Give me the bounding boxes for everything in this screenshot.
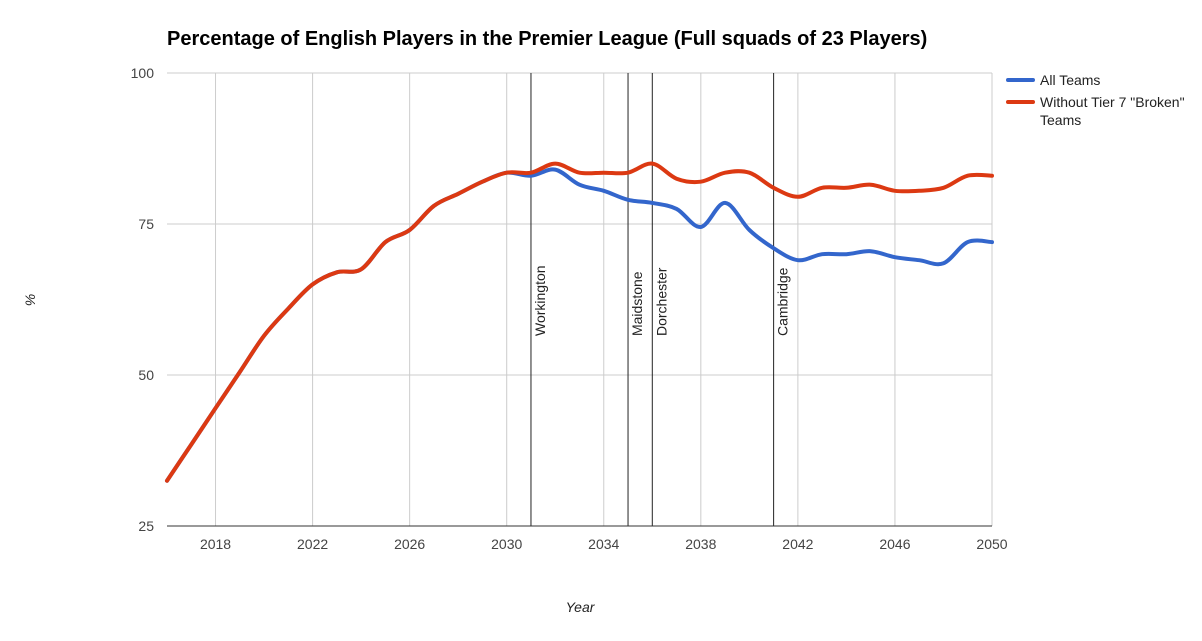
y-axis-title: % <box>22 294 38 306</box>
x-tick-label: 2050 <box>976 536 1007 552</box>
legend: All Teams Without Tier 7 "Broken" Teams <box>1006 72 1185 128</box>
axes: 100 75 50 25 2018 2022 2026 2030 2034 2038 2042 204… <box>131 65 1008 552</box>
x-axis-title: Year <box>566 599 596 615</box>
annotation-label: Cambridge <box>775 267 791 336</box>
annotation-label: Maidstone <box>629 271 645 336</box>
y-tick-label: 25 <box>138 518 154 534</box>
x-tick-label: 2042 <box>782 536 813 552</box>
series-line-without-tier-7 <box>165 161 994 483</box>
annotations: Workington Maidstone Dorchester Cambridge <box>530 73 791 526</box>
grid <box>167 72 993 527</box>
annotation-label: Workington <box>532 265 548 336</box>
x-tick-label: 2038 <box>685 536 716 552</box>
x-tick-label: 2022 <box>297 536 328 552</box>
x-tick-label: 2046 <box>879 536 910 552</box>
series-lines <box>165 161 994 483</box>
y-tick-label: 50 <box>138 367 154 383</box>
chart-title: Percentage of English Players in the Pre… <box>167 28 927 50</box>
x-tick-label: 2030 <box>491 536 522 552</box>
series-line-all-teams <box>165 167 994 483</box>
x-tick-label: 2018 <box>200 536 231 552</box>
x-tick-label: 2034 <box>588 536 619 552</box>
y-tick-label: 75 <box>138 216 154 232</box>
y-tick-label: 100 <box>131 65 155 81</box>
x-tick-label: 2026 <box>394 536 425 552</box>
annotation-label: Dorchester <box>653 267 669 336</box>
legend-label: Without Tier 7 "Broken" Teams <box>1040 94 1185 128</box>
legend-label: All Teams <box>1040 72 1100 88</box>
